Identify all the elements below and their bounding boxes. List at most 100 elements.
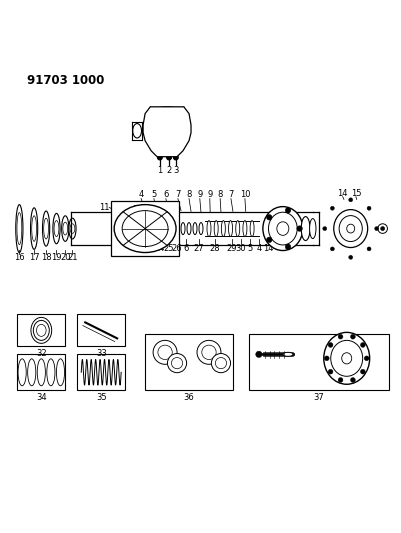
- Text: 6: 6: [163, 190, 168, 199]
- Circle shape: [255, 351, 261, 358]
- Circle shape: [348, 255, 352, 260]
- Circle shape: [166, 155, 171, 160]
- Circle shape: [363, 356, 368, 361]
- Text: 7: 7: [228, 190, 233, 199]
- Text: 36: 36: [183, 393, 194, 402]
- Text: 33: 33: [95, 349, 106, 358]
- Ellipse shape: [61, 216, 69, 241]
- Bar: [17, 314, 65, 346]
- Text: 13: 13: [142, 205, 152, 214]
- Ellipse shape: [30, 208, 38, 249]
- Ellipse shape: [198, 223, 203, 235]
- Text: 19: 19: [51, 253, 62, 262]
- Text: 30: 30: [235, 244, 246, 253]
- Ellipse shape: [235, 221, 239, 237]
- Ellipse shape: [43, 211, 50, 246]
- Text: 29: 29: [226, 244, 237, 253]
- Text: 21: 21: [67, 253, 77, 262]
- Bar: [111, 201, 178, 256]
- Circle shape: [380, 227, 384, 231]
- Text: 3: 3: [173, 166, 178, 175]
- Ellipse shape: [63, 222, 67, 235]
- Bar: [77, 354, 125, 390]
- Circle shape: [337, 377, 342, 382]
- Ellipse shape: [341, 353, 351, 364]
- Text: 7: 7: [175, 190, 180, 199]
- Ellipse shape: [338, 216, 361, 241]
- Polygon shape: [143, 107, 190, 157]
- Circle shape: [266, 237, 271, 243]
- Circle shape: [155, 146, 159, 149]
- Text: 9: 9: [207, 190, 212, 199]
- Circle shape: [157, 155, 162, 160]
- Ellipse shape: [70, 224, 75, 233]
- Text: 5: 5: [247, 244, 252, 253]
- Ellipse shape: [192, 223, 196, 235]
- Text: 1: 1: [157, 166, 162, 175]
- Ellipse shape: [18, 359, 26, 386]
- Circle shape: [360, 343, 365, 348]
- Circle shape: [350, 334, 354, 339]
- Text: 28: 28: [209, 244, 220, 253]
- Circle shape: [327, 369, 332, 374]
- Ellipse shape: [309, 219, 315, 239]
- Text: 8: 8: [186, 190, 191, 199]
- Ellipse shape: [249, 221, 253, 237]
- Ellipse shape: [186, 223, 190, 235]
- Text: 14: 14: [262, 244, 273, 253]
- Ellipse shape: [215, 358, 226, 369]
- Ellipse shape: [207, 221, 211, 237]
- Ellipse shape: [54, 221, 59, 237]
- Text: 20: 20: [60, 253, 70, 262]
- Text: 14: 14: [336, 189, 347, 198]
- Ellipse shape: [16, 205, 23, 253]
- Text: 12: 12: [132, 205, 142, 214]
- Ellipse shape: [211, 353, 230, 373]
- Text: 35: 35: [96, 393, 106, 402]
- Text: 6: 6: [183, 244, 188, 253]
- Circle shape: [348, 198, 352, 202]
- Circle shape: [174, 112, 178, 116]
- Bar: [77, 314, 125, 346]
- Circle shape: [146, 129, 150, 133]
- Circle shape: [296, 226, 302, 231]
- Ellipse shape: [47, 359, 55, 386]
- Ellipse shape: [276, 222, 288, 236]
- Circle shape: [285, 244, 290, 249]
- Text: 4: 4: [138, 190, 144, 199]
- Ellipse shape: [196, 341, 221, 365]
- Bar: [145, 334, 232, 390]
- Text: 25: 25: [163, 244, 173, 253]
- Ellipse shape: [28, 359, 36, 386]
- Circle shape: [322, 227, 326, 231]
- Circle shape: [377, 224, 387, 233]
- Ellipse shape: [153, 341, 176, 365]
- Ellipse shape: [221, 221, 225, 237]
- Ellipse shape: [56, 359, 65, 386]
- Circle shape: [324, 356, 328, 361]
- Circle shape: [285, 207, 290, 213]
- Text: 18: 18: [41, 253, 51, 262]
- Bar: [17, 354, 65, 390]
- Bar: [248, 334, 388, 390]
- Ellipse shape: [36, 325, 46, 336]
- Text: 32: 32: [36, 349, 47, 358]
- Ellipse shape: [156, 109, 178, 116]
- Ellipse shape: [268, 212, 296, 245]
- Text: 11: 11: [99, 203, 109, 212]
- Ellipse shape: [150, 107, 183, 119]
- Circle shape: [366, 247, 370, 251]
- Text: 22: 22: [135, 244, 145, 253]
- Circle shape: [174, 146, 178, 149]
- Text: 24: 24: [154, 244, 164, 253]
- Circle shape: [337, 334, 342, 339]
- Ellipse shape: [171, 358, 182, 369]
- Ellipse shape: [330, 341, 362, 376]
- Text: 4: 4: [255, 244, 261, 253]
- Text: 2: 2: [166, 166, 171, 175]
- Ellipse shape: [37, 359, 45, 386]
- Ellipse shape: [32, 216, 36, 241]
- Ellipse shape: [282, 352, 292, 357]
- Circle shape: [155, 112, 159, 116]
- Text: 37: 37: [313, 393, 323, 402]
